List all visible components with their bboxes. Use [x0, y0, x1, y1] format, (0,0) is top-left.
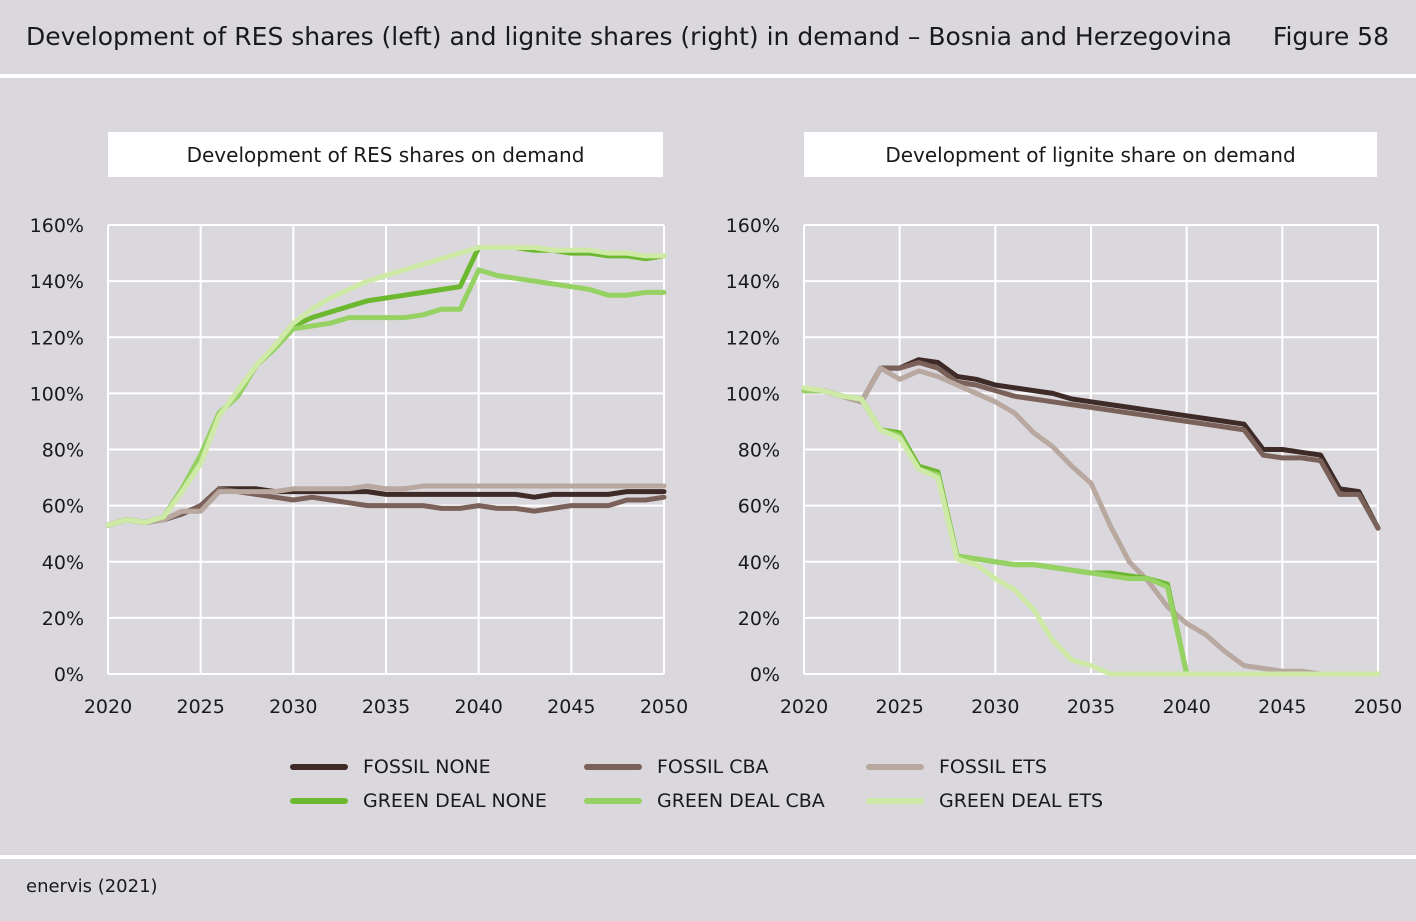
left-y-tick-label: 20% [42, 608, 84, 630]
right-chart-title: Development of lignite share on demand [885, 142, 1296, 167]
left-x-tick-label: 2050 [640, 696, 688, 718]
source-note: enervis (2021) [26, 876, 158, 897]
legend-item-green-deal-none: GREEN DEAL NONE [290, 790, 547, 812]
legend-label-green-deal-none: GREEN DEAL NONE [363, 790, 547, 812]
left-chart-title-box: Development of RES shares on demand [108, 132, 663, 177]
left-x-tick-label: 2020 [84, 696, 132, 718]
right-y-tick-label: 140% [726, 271, 780, 293]
left-chart-title: Development of RES shares on demand [186, 142, 585, 167]
left-series-fossil-ets [105, 483, 667, 528]
legend-item-green-deal-ets: GREEN DEAL ETS [866, 790, 1103, 812]
header-bar: Development of RES shares (left) and lig… [0, 0, 1416, 78]
right-y-tick-label: 80% [738, 440, 780, 462]
legend-item-fossil-ets: FOSSIL ETS [866, 756, 1047, 778]
legend-label-fossil-cba: FOSSIL CBA [657, 756, 769, 778]
right-series-fossil-ets [801, 365, 1381, 677]
right-x-tick-label: 2035 [1067, 696, 1115, 718]
legend-label-green-deal-ets: GREEN DEAL ETS [939, 790, 1104, 812]
figure-number: Figure 58 [1272, 22, 1389, 51]
legend-swatch-green-deal-none [290, 798, 348, 804]
legend-item-green-deal-cba: GREEN DEAL CBA [584, 790, 825, 812]
left-y-tick-label: 100% [30, 383, 84, 405]
left-y-tick-label: 60% [42, 496, 84, 518]
legend-item-fossil-none: FOSSIL NONE [290, 756, 491, 778]
right-y-tick-label: 40% [738, 552, 780, 574]
left-x-tick-label: 2025 [176, 696, 224, 718]
right-y-tick-label: 160% [726, 215, 780, 237]
right-series-fossil-cba [801, 360, 1381, 531]
left-series-green-deal-ets [105, 245, 667, 528]
legend-label-fossil-none: FOSSIL NONE [363, 756, 491, 778]
right-y-tick-label: 120% [726, 327, 780, 349]
legend-swatch-green-deal-ets [866, 798, 924, 804]
right-x-tick-label: 2045 [1258, 696, 1306, 718]
left-y-tick-label: 80% [42, 440, 84, 462]
left-y-tick-label: 40% [42, 552, 84, 574]
right-series-green-deal-ets [801, 385, 1381, 677]
right-x-tick-label: 2040 [1162, 696, 1210, 718]
left-y-tick-label: 0% [54, 664, 84, 686]
right-y-tick-label: 100% [726, 383, 780, 405]
left-series-fossil-cba [105, 486, 667, 528]
left-x-tick-label: 2030 [269, 696, 317, 718]
right-x-tick-label: 2020 [780, 696, 828, 718]
right-x-tick-label: 2025 [875, 696, 923, 718]
right-x-tick-label: 2050 [1354, 696, 1402, 718]
right-chart-title-box: Development of lignite share on demand [804, 132, 1377, 177]
right-y-tick-label: 0% [750, 664, 780, 686]
legend-label-green-deal-cba: GREEN DEAL CBA [657, 790, 825, 812]
left-x-tick-label: 2040 [454, 696, 502, 718]
left-x-tick-label: 2035 [362, 696, 410, 718]
left-y-tick-label: 120% [30, 327, 84, 349]
page-title: Development of RES shares (left) and lig… [26, 22, 1232, 51]
legend-swatch-fossil-cba [584, 764, 642, 770]
right-y-tick-label: 60% [738, 496, 780, 518]
footer-divider [0, 855, 1416, 859]
legend-item-fossil-cba: FOSSIL CBA [584, 756, 769, 778]
right-y-tick-label: 20% [738, 608, 780, 630]
left-y-tick-label: 140% [30, 271, 84, 293]
legend-label-fossil-ets: FOSSIL ETS [939, 756, 1047, 778]
left-x-tick-label: 2045 [547, 696, 595, 718]
legend-swatch-fossil-none [290, 764, 348, 770]
legend-swatch-green-deal-cba [584, 798, 642, 804]
left-y-tick-label: 160% [30, 215, 84, 237]
legend-swatch-fossil-ets [866, 764, 924, 770]
legend: FOSSIL NONE FOSSIL CBA FOSSIL ETS GREEN … [0, 752, 1416, 822]
right-x-tick-label: 2030 [971, 696, 1019, 718]
left-series-green-deal-cba [105, 267, 667, 528]
